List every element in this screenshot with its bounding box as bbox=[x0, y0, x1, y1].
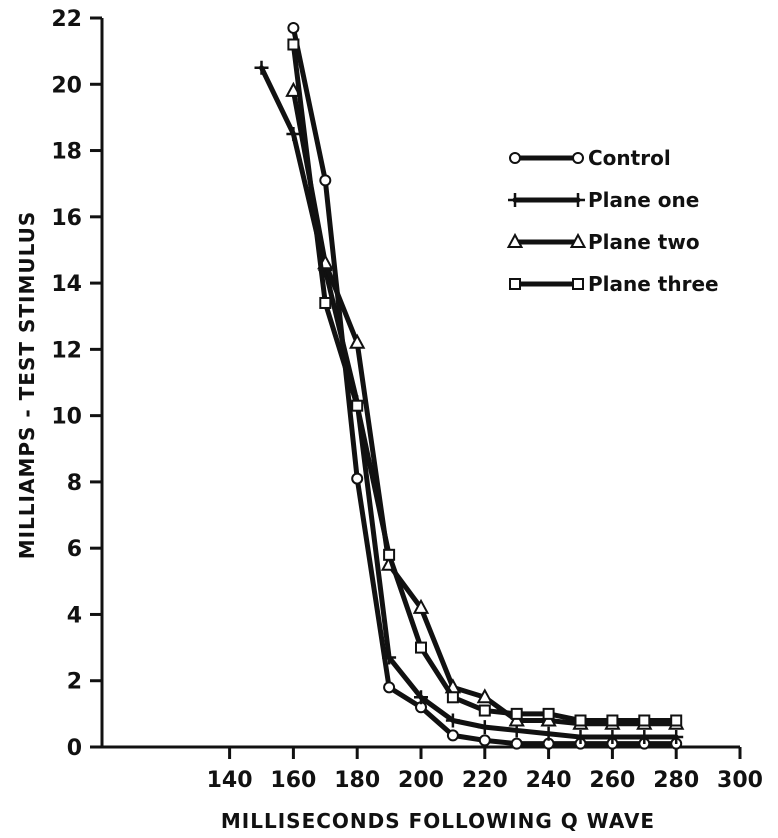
x-tick-label: 140 bbox=[207, 768, 253, 793]
y-tick-label: 12 bbox=[51, 338, 82, 363]
marker-circle bbox=[478, 734, 491, 747]
legend-entry: Plane one bbox=[508, 188, 699, 212]
legend-label: Plane one bbox=[588, 188, 699, 212]
marker-square bbox=[638, 714, 651, 727]
series-layer bbox=[254, 21, 685, 750]
legend-label: Plane two bbox=[588, 230, 700, 254]
marker-plus bbox=[571, 193, 585, 207]
y-tick-label: 14 bbox=[51, 272, 82, 297]
x-axis-title: MILLISECONDS FOLLOWING Q WAVE bbox=[221, 809, 655, 833]
marker-square bbox=[510, 707, 523, 720]
x-tick-label: 260 bbox=[589, 768, 635, 793]
marker-circle bbox=[351, 472, 364, 485]
marker-square bbox=[542, 707, 555, 720]
marker-square bbox=[572, 278, 584, 290]
marker-plus bbox=[605, 730, 620, 745]
marker-triangle bbox=[476, 688, 493, 704]
marker-plus bbox=[477, 720, 492, 735]
marker-plus bbox=[669, 730, 684, 745]
y-axis-title: MILLIAMPS - TEST STIMULUS bbox=[15, 211, 39, 560]
marker-circle bbox=[383, 681, 396, 694]
marker-plus bbox=[508, 193, 522, 207]
marker-square bbox=[415, 641, 427, 654]
series-4 bbox=[287, 38, 683, 727]
marker-circle bbox=[509, 152, 521, 164]
marker-square bbox=[606, 714, 619, 727]
marker-circle bbox=[510, 737, 523, 750]
x-tick-label: 160 bbox=[270, 768, 316, 793]
marker-plus bbox=[414, 690, 428, 705]
legend-entry: Control bbox=[509, 146, 671, 170]
y-tick-label: 18 bbox=[51, 140, 82, 165]
x-tick-label: 180 bbox=[334, 768, 380, 793]
y-tick-label: 8 bbox=[67, 471, 82, 496]
marker-plus bbox=[637, 730, 652, 745]
marker-square bbox=[351, 399, 364, 412]
marker-plus bbox=[254, 60, 269, 75]
legend-label: Control bbox=[588, 146, 671, 170]
marker-circle bbox=[287, 21, 300, 34]
legend-entry: Plane two bbox=[506, 230, 700, 254]
marker-triangle bbox=[506, 232, 524, 248]
marker-square bbox=[446, 691, 459, 704]
marker-plus bbox=[286, 126, 301, 141]
marker-square bbox=[383, 548, 396, 561]
x-tick-label: 220 bbox=[462, 768, 508, 793]
y-tick-label: 22 bbox=[51, 7, 82, 32]
y-tick-label: 2 bbox=[67, 670, 82, 695]
x-tick-label: 200 bbox=[398, 768, 444, 793]
marker-square bbox=[478, 704, 491, 717]
marker-square bbox=[509, 278, 521, 290]
x-tick-label: 280 bbox=[653, 768, 699, 793]
y-tick-label: 20 bbox=[51, 73, 82, 98]
marker-plus bbox=[382, 650, 397, 665]
axes: 0 2 4 6 8 10 12 14 16 18 20 22 140 160 180 200 220 240 260… bbox=[51, 7, 763, 793]
y-tick-label: 4 bbox=[67, 603, 82, 628]
y-tick-label: 6 bbox=[67, 537, 82, 562]
x-tick-label: 240 bbox=[526, 768, 572, 793]
legend-label: Plane three bbox=[588, 272, 719, 296]
series-3 bbox=[285, 81, 685, 730]
y-tick-label: 16 bbox=[51, 206, 82, 231]
series-1 bbox=[287, 21, 683, 750]
y-tick-label: 10 bbox=[51, 405, 82, 430]
marker-square bbox=[287, 38, 300, 51]
marker-plus bbox=[445, 713, 460, 728]
marker-plus bbox=[573, 730, 588, 745]
marker-circle bbox=[572, 152, 584, 164]
marker-circle bbox=[319, 174, 332, 187]
marker-triangle bbox=[412, 598, 430, 614]
marker-square bbox=[670, 714, 683, 727]
legend: Control Plane one Plane two Plane three bbox=[506, 146, 719, 296]
legend-entry: Plane three bbox=[509, 272, 719, 296]
x-tick-label: 300 bbox=[717, 768, 763, 793]
marker-circle bbox=[446, 729, 459, 742]
marker-triangle bbox=[349, 333, 366, 349]
marker-triangle bbox=[569, 232, 587, 248]
marker-square bbox=[319, 296, 332, 309]
y-tick-label: 0 bbox=[67, 736, 82, 761]
marker-plus bbox=[541, 726, 556, 741]
marker-square bbox=[574, 714, 587, 727]
